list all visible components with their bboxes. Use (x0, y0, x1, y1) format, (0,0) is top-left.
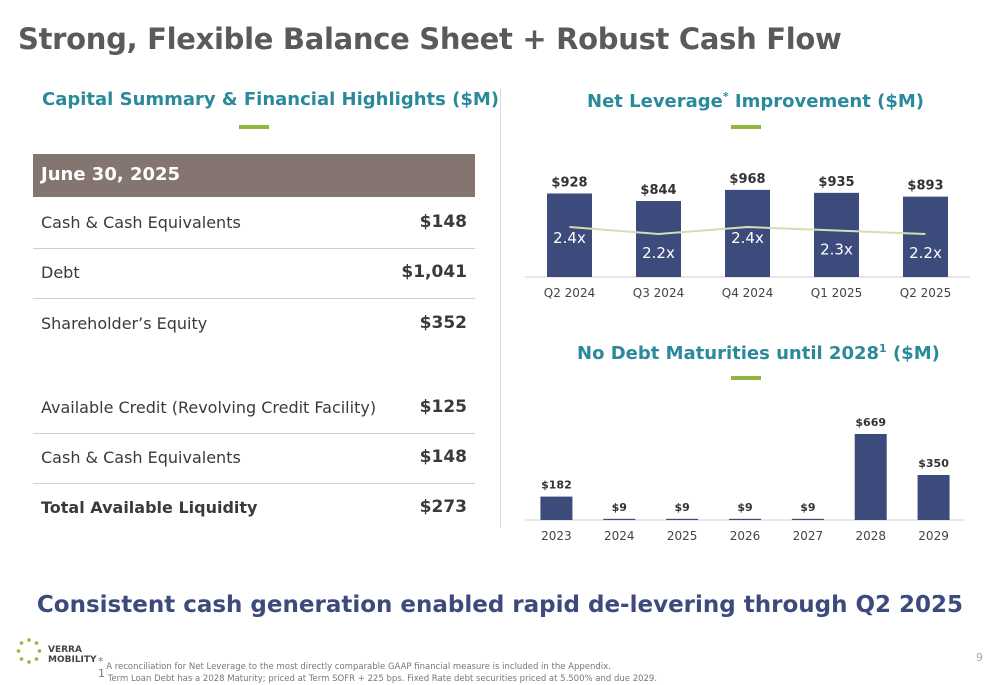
debt-maturities-heading-text: No Debt Maturities until 2028 (577, 343, 880, 364)
x-tick-label: Q1 2025 (811, 286, 862, 300)
row-value: $125 (419, 397, 467, 417)
x-tick-label: Q2 2025 (900, 286, 951, 300)
net-leverage-heading-text: Net Leverage (587, 91, 723, 112)
bar-value-label: $928 (551, 175, 587, 190)
net-leverage-heading: Net Leverage* Improvement ($M) (587, 90, 924, 112)
x-tick-label: 2023 (541, 529, 572, 543)
capital-summary-accent (239, 125, 269, 129)
x-tick-label: 2028 (855, 529, 886, 543)
footnote-2: 1 Term Loan Debt has a 2028 Maturity; pr… (98, 667, 657, 684)
panel-divider (500, 88, 501, 528)
bar (917, 475, 950, 520)
page-title: Strong, Flexible Balance Sheet + Robust … (18, 22, 842, 56)
x-tick-label: 2029 (918, 529, 949, 543)
leverage-ratio-label: 2.3x (820, 241, 853, 259)
x-tick-label: Q3 2024 (633, 286, 684, 300)
bar-value-label: $9 (800, 501, 815, 514)
bar (666, 518, 699, 520)
bar-value-label: $9 (674, 501, 689, 514)
row-label: Shareholder’s Equity (41, 314, 208, 333)
table-row: Cash & Cash Equivalents $148 (33, 199, 475, 249)
footnote-1-mark: * (98, 655, 104, 668)
net-leverage-heading-suffix: Improvement ($M) (728, 91, 924, 112)
leverage-ratio-label: 2.2x (909, 244, 942, 262)
bar (814, 192, 859, 277)
debt-maturity-chart: $182 2023 $9 2024 $9 2025 $9 2026 $9 2027 $669 2028… (525, 416, 965, 543)
bar (540, 496, 573, 520)
bar-value-label: $350 (918, 457, 949, 470)
footnote-1: * A reconciliation for Net Leverage to t… (98, 655, 611, 672)
net-leverage-chart: $928 Q2 2024 $844 Q3 2024 $968 Q4 2024 $935 Q1 … (525, 172, 970, 300)
leverage-line (569, 225, 926, 236)
bar (725, 189, 770, 277)
table-row-total: Total Available Liquidity $273 (33, 484, 475, 533)
logo-line-2: MOBILITY (48, 655, 97, 665)
net-leverage-heading-mark: * (722, 90, 729, 103)
bar-value-label: $9 (737, 501, 752, 514)
row-value: $352 (419, 313, 467, 333)
row-label: Debt (41, 263, 80, 282)
debt-maturities-heading-suffix: ($M) (886, 343, 940, 364)
table-header-date: June 30, 2025 (41, 164, 181, 185)
logo-line-1: VERRA (48, 645, 82, 655)
bar (636, 201, 681, 277)
table-header: June 30, 2025 (33, 154, 475, 197)
row-value: $148 (419, 447, 467, 467)
row-value: $148 (419, 212, 467, 232)
row-label: Cash & Cash Equivalents (41, 448, 241, 467)
row-label: Available Credit (Revolving Credit Facil… (41, 398, 377, 417)
table-row: Shareholder’s Equity $352 (33, 300, 475, 349)
bar (729, 518, 761, 520)
bar (603, 518, 636, 520)
verra-mobility-logo-icon (16, 638, 42, 664)
bar (791, 518, 824, 520)
x-tick-label: 2025 (667, 529, 698, 543)
bar-value-label: $182 (541, 479, 572, 492)
table-row: Available Credit (Revolving Credit Facil… (33, 384, 475, 434)
x-tick-label: 2027 (793, 529, 824, 543)
bar-value-label: $9 (612, 501, 627, 514)
row-label: Cash & Cash Equivalents (41, 213, 241, 232)
bar (854, 433, 887, 520)
footnote-2-mark: 1 (98, 667, 105, 680)
debt-maturities-heading: No Debt Maturities until 20281 ($M) (577, 342, 940, 364)
x-tick-label: Q4 2024 (722, 286, 773, 300)
leverage-ratio-label: 2.4x (731, 229, 764, 247)
row-value: $1,041 (401, 262, 467, 282)
table-row: Cash & Cash Equivalents $148 (33, 434, 475, 484)
x-tick-label: 2024 (604, 529, 635, 543)
bar-value-label: $968 (729, 172, 765, 187)
footnote-2-text: Term Loan Debt has a 2028 Maturity; pric… (105, 673, 658, 684)
x-tick-label: Q2 2024 (544, 286, 595, 300)
bar (547, 193, 592, 277)
bar-value-label: $669 (855, 416, 886, 429)
table-row: Debt $1,041 (33, 249, 475, 299)
net-leverage-accent (731, 125, 761, 129)
tagline: Consistent cash generation enabled rapid… (36, 592, 964, 618)
logo-wordmark: VERRA MOBILITY (48, 645, 97, 665)
bar-value-label: $844 (640, 183, 676, 198)
capital-summary-heading: Capital Summary & Financial Highlights (… (42, 89, 499, 110)
bar-value-label: $893 (907, 179, 943, 194)
footnote-1-text: A reconciliation for Net Leverage to the… (103, 661, 611, 672)
page-number: 9 (976, 651, 983, 664)
bar (903, 196, 948, 277)
leverage-ratio-label: 2.4x (553, 229, 586, 247)
leverage-ratio-label: 2.2x (642, 244, 675, 262)
debt-maturities-heading-mark: 1 (879, 342, 887, 355)
x-tick-label: 2026 (730, 529, 761, 543)
row-label: Total Available Liquidity (41, 498, 258, 517)
row-value: $273 (419, 497, 467, 517)
bar-value-label: $935 (818, 175, 854, 190)
debt-maturities-accent (731, 376, 761, 380)
